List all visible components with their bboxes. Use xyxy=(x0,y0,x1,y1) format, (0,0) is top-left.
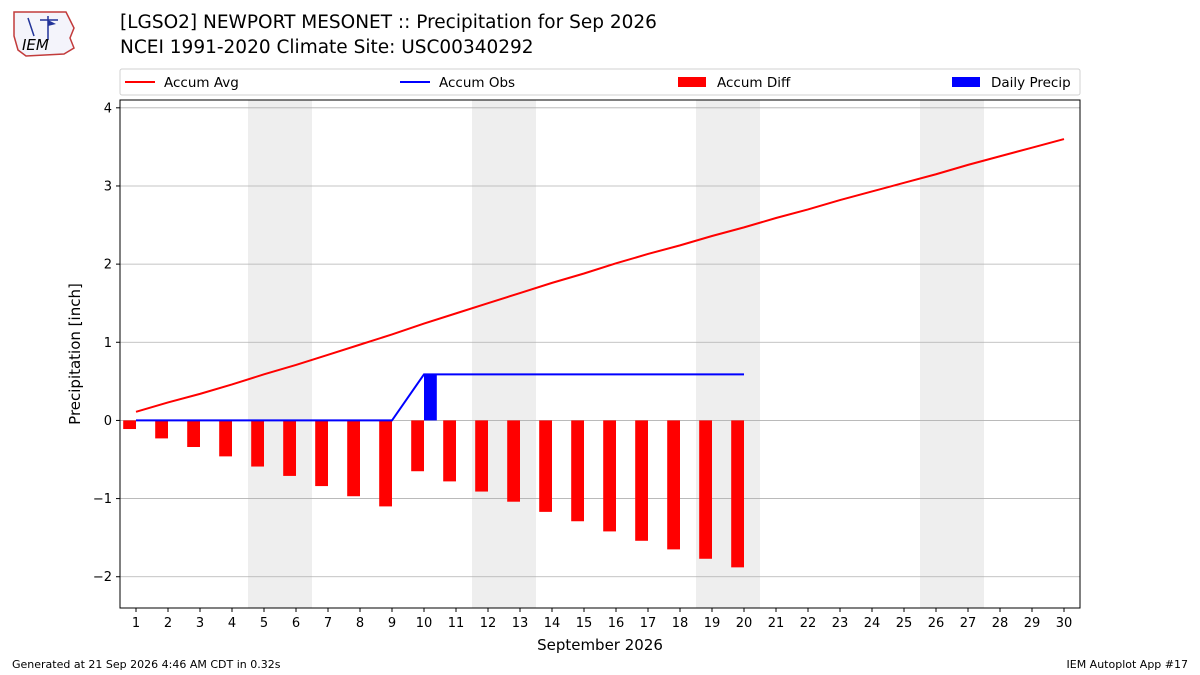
x-tick-label: 24 xyxy=(864,616,881,631)
x-axis: 1 2 3 4 5 6 7 8 9 10 11 12 13 14 15 16 17 18 19 20 21 22 23 24 2… xyxy=(132,608,1072,631)
x-tick-label: 11 xyxy=(448,616,465,631)
daily-precip-bar xyxy=(424,374,437,421)
accum-diff-bar xyxy=(539,420,552,512)
x-tick-label: 9 xyxy=(388,616,396,631)
y-tick-label: 3 xyxy=(104,179,112,194)
x-tick-label: 6 xyxy=(292,616,300,631)
plot-frame xyxy=(119,99,1081,609)
accum-diff-bar xyxy=(123,420,136,430)
accum-obs-line xyxy=(136,373,744,422)
accum-diff-bar xyxy=(635,420,648,541)
legend: Accum Avg Accum Obs Accum Diff Daily Precip xyxy=(119,68,1081,96)
accum-diff-bar xyxy=(187,420,200,448)
legend-label: Accum Obs xyxy=(439,75,515,91)
x-tick-label: 26 xyxy=(928,616,945,631)
weekend-shading xyxy=(248,100,984,608)
x-tick-label: 16 xyxy=(608,616,625,631)
x-tick-label: 10 xyxy=(416,616,433,631)
iem-logo: IEM xyxy=(8,6,80,58)
weekend-shade xyxy=(920,100,952,608)
accum-diff-bar xyxy=(699,420,712,559)
x-tick-label: 8 xyxy=(356,616,364,631)
accum-diff-bar xyxy=(379,420,392,507)
legend-swatch-accum-diff xyxy=(678,77,706,87)
legend-label: Accum Diff xyxy=(717,75,791,91)
accum-avg-line xyxy=(135,138,1065,413)
accum-diff-bar xyxy=(571,420,584,522)
weekend-shade xyxy=(248,100,280,608)
weekend-shade xyxy=(472,100,504,608)
x-axis-label: September 2026 xyxy=(537,636,663,654)
legend-box xyxy=(119,68,1081,96)
weekend-shade xyxy=(504,100,536,608)
generated-timestamp: Generated at 21 Sep 2026 4:46 AM CDT in … xyxy=(12,658,281,671)
chart-title: [LGSO2] NEWPORT MESONET :: Precipitation… xyxy=(120,12,657,33)
x-tick-label: 30 xyxy=(1056,616,1073,631)
x-tick-label: 29 xyxy=(1024,616,1041,631)
x-tick-label: 4 xyxy=(228,616,236,631)
x-tick-label: 20 xyxy=(736,616,753,631)
weekend-shade xyxy=(280,100,312,608)
x-tick-label: 2 xyxy=(164,616,172,631)
bars xyxy=(123,374,744,568)
x-tick-label: 12 xyxy=(480,616,497,631)
legend-label: Daily Precip xyxy=(991,75,1071,91)
x-tick-label: 27 xyxy=(960,616,977,631)
x-tick-label: 13 xyxy=(512,616,529,631)
x-tick-label: 15 xyxy=(576,616,593,631)
series-lines xyxy=(135,138,1065,422)
y-tick-label: −1 xyxy=(93,492,112,507)
x-tick-label: 23 xyxy=(832,616,849,631)
x-tick-label: 25 xyxy=(896,616,913,631)
y-tick-label: 1 xyxy=(104,336,112,351)
accum-diff-bar xyxy=(475,420,488,492)
y-axis-label: Precipitation [inch] xyxy=(66,283,84,425)
accum-diff-bar xyxy=(283,420,296,476)
x-tick-label: 14 xyxy=(544,616,561,631)
y-tick-label: 0 xyxy=(104,414,112,429)
accum-diff-bar xyxy=(251,420,264,467)
weekend-shade xyxy=(952,100,984,608)
x-tick-label: 1 xyxy=(132,616,140,631)
x-tick-label: 18 xyxy=(672,616,689,631)
y-tick-label: 2 xyxy=(104,258,112,273)
x-tick-label: 19 xyxy=(704,616,721,631)
y-axis: 4 3 2 1 0 −1 −2 xyxy=(93,101,120,585)
x-tick-label: 3 xyxy=(196,616,204,631)
app-label: IEM Autoplot App #17 xyxy=(1066,658,1189,671)
x-tick-label: 28 xyxy=(992,616,1009,631)
legend-label: Accum Avg xyxy=(164,75,239,91)
x-tick-label: 21 xyxy=(768,616,785,631)
x-tick-label: 5 xyxy=(260,616,268,631)
accum-diff-bar xyxy=(443,420,456,482)
x-tick-label: 7 xyxy=(324,616,332,631)
accum-diff-bar xyxy=(731,420,744,568)
x-tick-label: 22 xyxy=(800,616,817,631)
accum-diff-bar xyxy=(507,420,520,502)
y-tick-label: −2 xyxy=(93,570,112,585)
x-tick-label: 17 xyxy=(640,616,657,631)
accum-diff-bar xyxy=(347,420,360,497)
accum-diff-bar xyxy=(603,420,616,532)
accum-diff-bar xyxy=(667,420,680,550)
grid-lines xyxy=(120,107,1080,578)
accum-diff-bar xyxy=(155,420,168,439)
legend-swatch-daily-precip xyxy=(952,77,980,87)
accum-diff-bar xyxy=(219,420,232,457)
y-tick-label: 4 xyxy=(104,101,112,116)
chart-subtitle: NCEI 1991-2020 Climate Site: USC00340292 xyxy=(120,37,534,58)
accum-diff-bar xyxy=(411,420,424,472)
accum-diff-bar xyxy=(315,420,328,487)
logo-text: IEM xyxy=(22,36,49,54)
